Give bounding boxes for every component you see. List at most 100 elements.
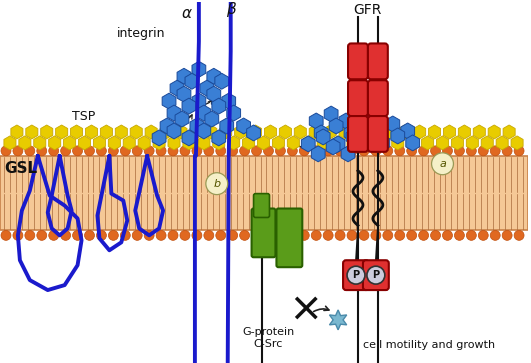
Polygon shape (302, 136, 314, 150)
Text: P: P (353, 270, 359, 280)
Polygon shape (324, 106, 338, 122)
FancyBboxPatch shape (343, 260, 369, 290)
Polygon shape (207, 86, 221, 102)
Polygon shape (466, 136, 478, 150)
Polygon shape (243, 136, 255, 150)
FancyBboxPatch shape (252, 208, 276, 257)
Polygon shape (49, 136, 61, 150)
Circle shape (395, 231, 405, 240)
Polygon shape (401, 123, 415, 139)
Polygon shape (347, 136, 359, 150)
Circle shape (132, 231, 142, 240)
Text: P: P (372, 270, 380, 280)
Circle shape (347, 266, 365, 284)
Polygon shape (436, 136, 449, 150)
Polygon shape (177, 68, 191, 84)
Polygon shape (391, 128, 405, 144)
Polygon shape (185, 73, 199, 89)
Polygon shape (451, 136, 464, 150)
Polygon shape (115, 125, 127, 139)
Polygon shape (496, 136, 508, 150)
Polygon shape (123, 136, 135, 150)
Circle shape (432, 153, 453, 175)
Polygon shape (145, 125, 157, 139)
Polygon shape (160, 118, 174, 134)
Circle shape (204, 231, 214, 240)
Circle shape (455, 231, 465, 240)
Circle shape (252, 231, 262, 240)
Polygon shape (130, 125, 142, 139)
Polygon shape (190, 118, 204, 134)
Polygon shape (384, 125, 396, 139)
Circle shape (228, 231, 238, 240)
Polygon shape (279, 125, 292, 139)
Polygon shape (392, 136, 404, 150)
Polygon shape (316, 129, 330, 145)
Circle shape (299, 146, 309, 156)
Circle shape (1, 146, 11, 156)
Circle shape (455, 146, 465, 156)
Circle shape (180, 146, 190, 156)
Polygon shape (250, 125, 262, 139)
Polygon shape (220, 125, 232, 139)
Circle shape (431, 146, 441, 156)
Polygon shape (272, 136, 285, 150)
Circle shape (311, 146, 321, 156)
Circle shape (192, 231, 202, 240)
Circle shape (395, 146, 405, 156)
Circle shape (37, 231, 47, 240)
Polygon shape (212, 98, 226, 114)
Polygon shape (359, 118, 373, 134)
Circle shape (311, 231, 321, 240)
Circle shape (418, 146, 429, 156)
Text: GFR: GFR (354, 3, 382, 17)
Polygon shape (200, 80, 213, 96)
Text: α: α (182, 6, 192, 21)
Polygon shape (182, 130, 196, 146)
Polygon shape (152, 130, 166, 146)
Polygon shape (205, 111, 219, 127)
Polygon shape (41, 125, 53, 139)
Polygon shape (227, 105, 241, 121)
Circle shape (490, 231, 500, 240)
Polygon shape (182, 98, 196, 114)
Circle shape (371, 231, 381, 240)
Polygon shape (212, 130, 226, 146)
Polygon shape (317, 136, 329, 150)
Circle shape (13, 146, 23, 156)
Polygon shape (346, 129, 360, 145)
Polygon shape (429, 125, 441, 139)
Polygon shape (56, 125, 67, 139)
Polygon shape (458, 125, 470, 139)
Polygon shape (160, 125, 172, 139)
FancyBboxPatch shape (277, 208, 302, 267)
Circle shape (168, 146, 178, 156)
Circle shape (216, 146, 226, 156)
Text: a: a (439, 159, 446, 169)
Polygon shape (399, 125, 411, 139)
Polygon shape (329, 310, 347, 330)
Polygon shape (339, 125, 351, 139)
Circle shape (418, 231, 429, 240)
Polygon shape (329, 118, 343, 134)
Circle shape (276, 231, 285, 240)
Circle shape (206, 173, 228, 195)
Polygon shape (503, 125, 515, 139)
Circle shape (383, 231, 393, 240)
Bar (0, 156, 528, 231)
Circle shape (156, 231, 166, 240)
Polygon shape (71, 125, 83, 139)
Circle shape (156, 146, 166, 156)
Circle shape (299, 231, 309, 240)
Polygon shape (377, 136, 389, 150)
Circle shape (442, 146, 452, 156)
Circle shape (49, 146, 58, 156)
Polygon shape (168, 136, 180, 150)
Polygon shape (19, 136, 31, 150)
Polygon shape (177, 86, 191, 102)
Circle shape (276, 146, 285, 156)
Circle shape (514, 146, 524, 156)
FancyBboxPatch shape (368, 44, 388, 79)
Circle shape (25, 146, 35, 156)
FancyBboxPatch shape (348, 116, 368, 152)
